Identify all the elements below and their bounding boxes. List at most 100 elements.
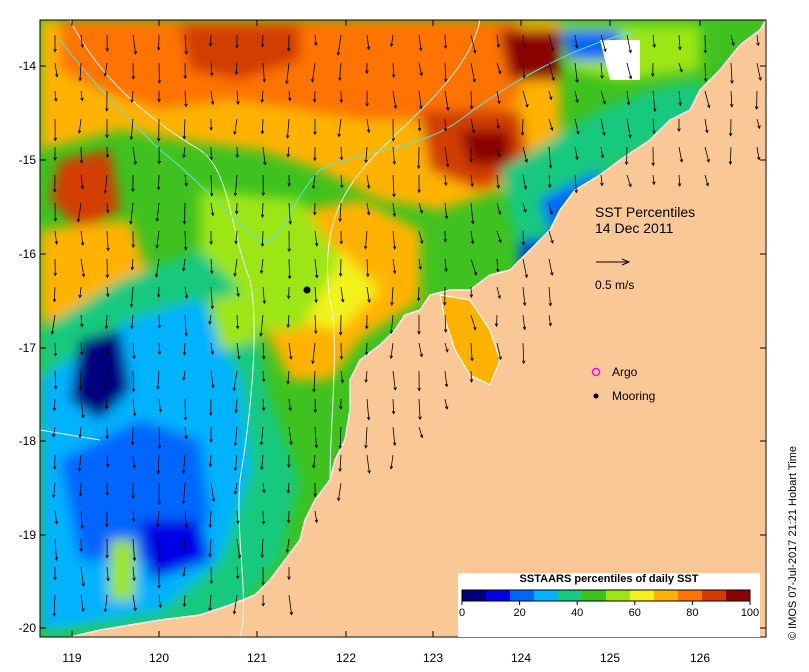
current-vector	[184, 34, 187, 55]
current-vector-head	[103, 190, 108, 194]
x-tick-label: 125	[600, 651, 620, 665]
current-vector-head	[105, 554, 109, 559]
current-vector-head	[365, 70, 369, 75]
current-vector-head	[76, 218, 81, 223]
current-vector	[444, 174, 447, 186]
current-vector-head	[389, 465, 394, 470]
current-vector-head	[181, 500, 186, 505]
current-vector-head	[157, 351, 162, 355]
current-vector-head	[338, 331, 343, 336]
current-vector	[337, 34, 342, 56]
current-vector-head	[156, 523, 160, 528]
current-vector	[235, 398, 238, 413]
current-vector-head	[731, 42, 735, 47]
current-vector-head	[234, 240, 238, 245]
current-vector-head	[626, 101, 631, 106]
current-vector	[548, 34, 554, 51]
current-vector-head	[366, 129, 371, 134]
colorbar-tick-label: 80	[686, 607, 698, 619]
current-vector	[729, 146, 732, 165]
current-vector-head	[106, 577, 110, 582]
current-vector	[730, 62, 733, 84]
current-vector-head	[392, 270, 397, 275]
current-vector-head	[419, 434, 424, 439]
current-vector-head	[339, 356, 344, 360]
current-vector-head	[651, 162, 656, 167]
current-vector	[182, 258, 186, 271]
current-vector-head	[498, 239, 502, 244]
current-vector-head	[208, 524, 213, 529]
current-vector-head	[80, 97, 84, 102]
current-vector-head	[339, 240, 344, 245]
colorbar-frame	[461, 589, 751, 602]
current-vector	[234, 426, 238, 446]
current-vector-head	[338, 468, 342, 472]
current-vector-head	[287, 183, 291, 187]
current-vector-head	[80, 242, 85, 246]
current-vector-head	[78, 434, 82, 439]
current-vector	[261, 454, 264, 470]
x-axis: 119 120 121 122 123 124 125 126	[62, 20, 710, 665]
current-vector-head	[754, 106, 759, 110]
current-vector-head	[677, 183, 682, 187]
current-vector-head	[260, 554, 264, 559]
current-vector-head	[365, 103, 369, 107]
current-vector	[80, 510, 83, 529]
current-vector	[678, 62, 683, 72]
current-vector	[522, 286, 526, 306]
current-vector-head	[130, 266, 135, 271]
current-vector	[106, 286, 109, 297]
current-vector-head	[336, 52, 341, 56]
current-vector-head	[157, 160, 161, 165]
current-vector-head	[575, 79, 579, 84]
current-vector-head	[132, 412, 137, 417]
current-vector-head	[548, 96, 553, 101]
current-vector-head	[79, 160, 84, 164]
current-vector	[53, 426, 56, 438]
current-vector-head	[389, 330, 394, 335]
current-vector	[418, 426, 423, 438]
current-vector-head	[106, 293, 110, 298]
current-vector-head	[576, 130, 580, 135]
current-vector	[54, 538, 57, 561]
current-vector	[77, 202, 82, 222]
current-vector-head	[497, 100, 501, 105]
current-vector-head	[703, 78, 708, 83]
current-vector	[756, 146, 760, 160]
current-vector-head	[650, 73, 655, 77]
current-vector-head	[286, 295, 291, 300]
current-vector-head	[310, 78, 315, 83]
current-vector	[392, 202, 396, 217]
current-vector-head	[131, 495, 135, 499]
current-vector-head	[442, 302, 447, 306]
current-vector	[261, 118, 264, 134]
current-vector	[210, 258, 213, 274]
current-vector	[132, 454, 135, 468]
current-vector-head	[285, 134, 290, 139]
current-vector-head	[364, 445, 368, 449]
sst-percentile-regions	[40, 20, 700, 637]
current-vector	[678, 90, 681, 106]
current-vector-head	[391, 74, 396, 78]
current-vector	[262, 286, 265, 304]
current-vector	[233, 594, 238, 614]
current-vector	[574, 90, 579, 103]
current-vector-head	[182, 603, 187, 608]
current-vector-head	[313, 157, 317, 162]
current-vector	[444, 62, 447, 82]
current-vector-head	[472, 78, 476, 83]
current-vector-head	[498, 356, 502, 361]
current-vector-head	[496, 125, 500, 129]
current-vector	[262, 62, 265, 82]
current-vector-head	[157, 585, 161, 589]
current-vector-head	[53, 576, 57, 581]
current-vector-head	[548, 165, 553, 169]
current-vector-head	[365, 273, 370, 278]
current-vector	[80, 342, 83, 355]
current-vector-head	[522, 45, 526, 50]
current-vector	[339, 426, 342, 449]
current-vector	[183, 566, 186, 577]
current-vector-head	[130, 99, 134, 104]
current-vector	[392, 62, 395, 78]
colorbar-tick-label: 40	[571, 607, 583, 619]
